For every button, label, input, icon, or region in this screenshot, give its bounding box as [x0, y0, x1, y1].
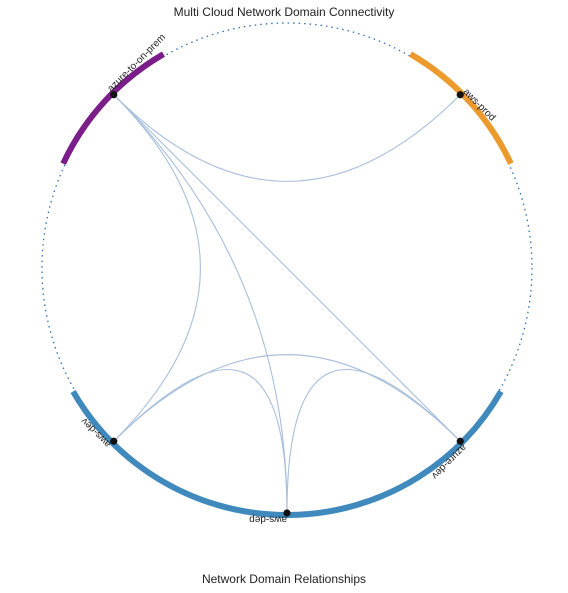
link-aws-dev-aws-dep	[113, 369, 288, 514]
diagram-title: Multi Cloud Network Domain Connectivity	[173, 5, 395, 19]
node-aws-prod[interactable]	[456, 91, 464, 99]
azure-to-on-prem-group-arc	[60, 51, 166, 165]
node-label-azure-dev: azure-dev	[429, 442, 468, 481]
node-points: azure-to-on-prem aws-prod aws-dev azure-dev…	[79, 32, 497, 525]
group-arcs	[60, 51, 514, 518]
node-azure-to-on-prem[interactable]	[110, 91, 118, 99]
dotted-ring	[41, 22, 533, 514]
link-azure-to-on-prem-aws-dep	[113, 94, 288, 514]
link-azure-dev-aws-dep	[286, 369, 461, 514]
node-label-azure-to-on-prem: azure-to-on-prem	[106, 32, 168, 94]
node-label-aws-prod: aws-prod	[461, 87, 498, 124]
link-azure-to-on-prem-aws-prod	[113, 94, 461, 182]
node-azure-dev[interactable]	[456, 437, 464, 445]
node-aws-dep[interactable]	[283, 509, 291, 517]
link-azure-to-on-prem-azure-dev	[113, 94, 461, 442]
node-aws-dev[interactable]	[110, 437, 118, 445]
link-aws-dev-azure-dev	[113, 354, 461, 442]
node-label-aws-dep: aws-dep	[249, 514, 287, 525]
node-label-aws-dev: aws-dev	[79, 415, 113, 449]
aws-prod-group-arc	[408, 51, 514, 165]
link-azure-to-on-prem-aws-dev	[113, 94, 201, 442]
link-curves	[113, 94, 461, 514]
diagram-subtitle: Network Domain Relationships	[201, 572, 367, 586]
